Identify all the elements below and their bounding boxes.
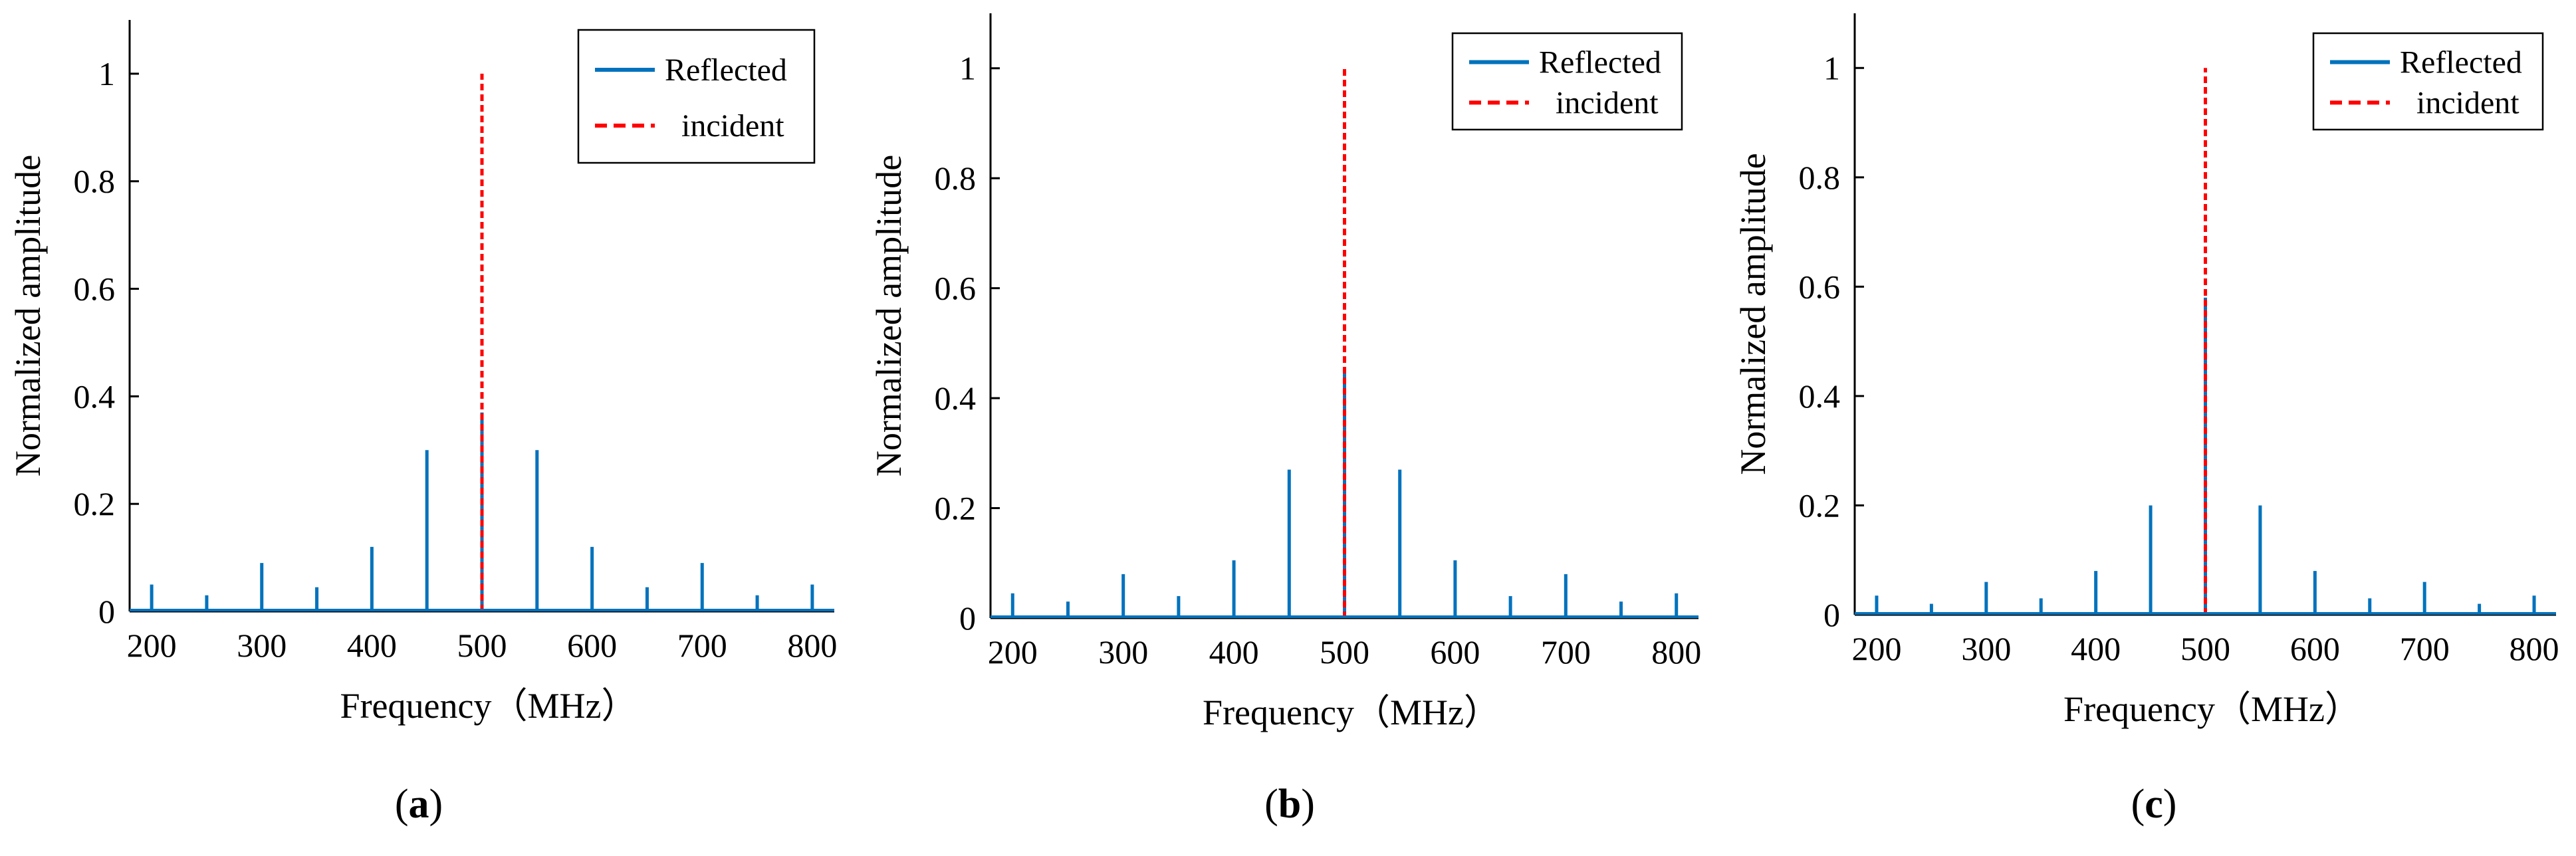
legend-incident-label: incident [2416,85,2519,120]
legend-reflected-label: Reflected [1539,45,1661,80]
x-tick-label: 600 [1430,633,1480,671]
y-axis-title: Normalized amplitude [869,155,909,477]
y-tick-label: 0.8 [935,160,977,197]
legend: Reflected incident [1451,32,1683,131]
chart-panel-b: 0 0.2 0.4 0.6 0.8 1 200 300 400 500 600 700 800 Norma… [869,13,1701,827]
y-tick-label: 0.6 [74,270,116,308]
y-tick-label: 0.6 [1799,268,1841,305]
y-axis-title: Normalized amplitude [1733,153,1773,475]
y-tick-label: 0.4 [1799,377,1841,415]
x-tick-label: 800 [1651,633,1701,671]
y-tick-label: 0.8 [74,163,116,200]
legend: Reflected incident [2312,32,2544,131]
x-tick-label: 400 [347,627,397,664]
y-tick-label: 0.8 [1799,159,1841,196]
x-tick-label: 800 [2510,630,2559,667]
legend-reflected-label: Reflected [665,53,787,88]
y-tick-label: 0.4 [935,379,977,417]
x-tick-label: 400 [1209,633,1259,671]
x-tick-label: 200 [127,627,177,664]
x-tick-label: 300 [237,627,287,664]
x-tick-label: 300 [1961,630,2011,667]
x-tick-label: 600 [2290,630,2340,667]
y-tick-label: 0.2 [74,485,116,522]
y-tick-label: 0.4 [74,377,116,415]
x-tick-label: 700 [1541,633,1591,671]
legend-incident-label: incident [681,108,784,144]
x-tick-label: 400 [2071,630,2121,667]
y-tick-label: 0 [959,599,976,637]
legend-box [1451,32,1683,131]
y-tick-label: 0.2 [935,490,977,527]
chart-panel-a: 0 0.2 0.4 0.6 0.8 1 200 300 400 500 600 700 800 Norma… [8,20,837,827]
x-tick-label: 500 [2180,630,2230,667]
y-tick-label: 0.6 [935,270,977,307]
y-tick-label: 1 [959,50,976,87]
chart-panel-c: 0 0.2 0.4 0.6 0.8 1 200 300 400 500 600 700 800 Norma… [1733,13,2559,827]
y-tick-label: 0.2 [1799,486,1841,524]
panel-label: (c) [2131,782,2177,827]
y-tick-label: 1 [98,55,115,92]
y-tick-label: 1 [1823,49,1840,86]
legend-box [577,29,816,164]
y-tick-label: 0 [98,593,115,630]
x-tick-label: 600 [567,627,617,664]
x-tick-label: 700 [677,627,727,664]
legend-incident-label: incident [1556,85,1659,120]
x-tick-label: 200 [1851,630,1901,667]
legend: Reflected incident [577,29,816,164]
x-axis-title: Frequency（MHz） [340,686,638,726]
x-tick-label: 500 [457,627,507,664]
x-tick-label: 700 [2400,630,2450,667]
legend-reflected-label: Reflected [2400,45,2522,80]
y-tick-label: 0 [1823,596,1840,633]
x-tick-label: 300 [1098,633,1148,671]
x-axis-title: Frequency（MHz） [1203,693,1500,732]
x-axis-title: Frequency（MHz） [2063,689,2361,729]
x-tick-label: 800 [787,627,837,664]
x-tick-label: 500 [1320,633,1369,671]
y-axis-title: Normalized amplitude [8,155,48,477]
panel-label: (a) [395,782,443,827]
x-tick-label: 200 [988,633,1038,671]
panel-label: (b) [1264,782,1315,827]
legend-box [2312,32,2544,131]
